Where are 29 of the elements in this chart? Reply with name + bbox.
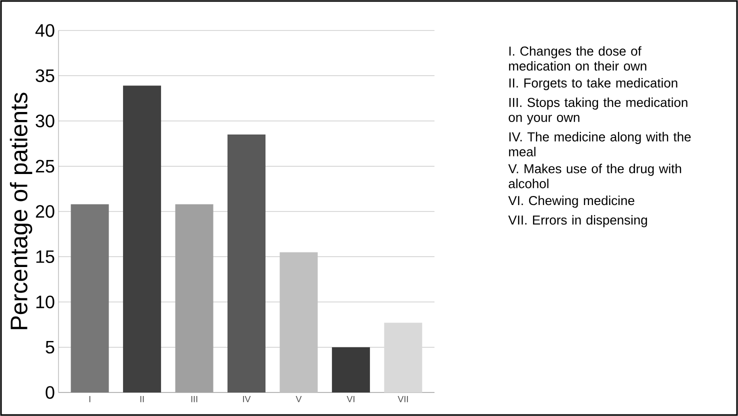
x-tick-label: III: [191, 396, 198, 402]
text: II. Forgets to take medication: [509, 78, 678, 90]
bar: [280, 252, 318, 392]
x-tick-label: IV: [243, 396, 251, 402]
bar: [384, 322, 422, 392]
text: V. Makes use of the drug with alcohol: [508, 164, 682, 188]
text: III. Stops taking the medication on your own: [508, 98, 688, 125]
y-tick-label: 10: [36, 296, 54, 308]
text: VII. Errors in dispensing: [508, 215, 647, 228]
x-tick-label: VI: [346, 396, 354, 402]
x-tick-label: V: [296, 396, 302, 402]
y-tick-label: 40: [35, 24, 54, 37]
y-tick-label: 5: [46, 340, 54, 354]
bar: [332, 347, 370, 392]
y-tick-label: 15: [36, 250, 54, 263]
y-tick-label: 35: [36, 69, 54, 82]
x-tick-label: VII: [398, 396, 408, 402]
y-axis-title: Percentage of patients: [10, 92, 32, 330]
y-tick-label: 30: [36, 114, 54, 128]
bar: [227, 134, 266, 392]
text: VI. Chewing medicine: [508, 196, 634, 208]
bar: [123, 86, 162, 392]
x-tick-label: II: [140, 396, 144, 402]
x-tick-label: I: [89, 396, 90, 402]
y-tick-label: 25: [36, 160, 54, 173]
text: I. Changes the dose of medication on their own: [509, 46, 646, 71]
text: IV. The medicine along with the meal: [509, 132, 691, 156]
y-tick-label: 20: [36, 205, 54, 218]
y-tick-label: 0: [46, 386, 54, 399]
